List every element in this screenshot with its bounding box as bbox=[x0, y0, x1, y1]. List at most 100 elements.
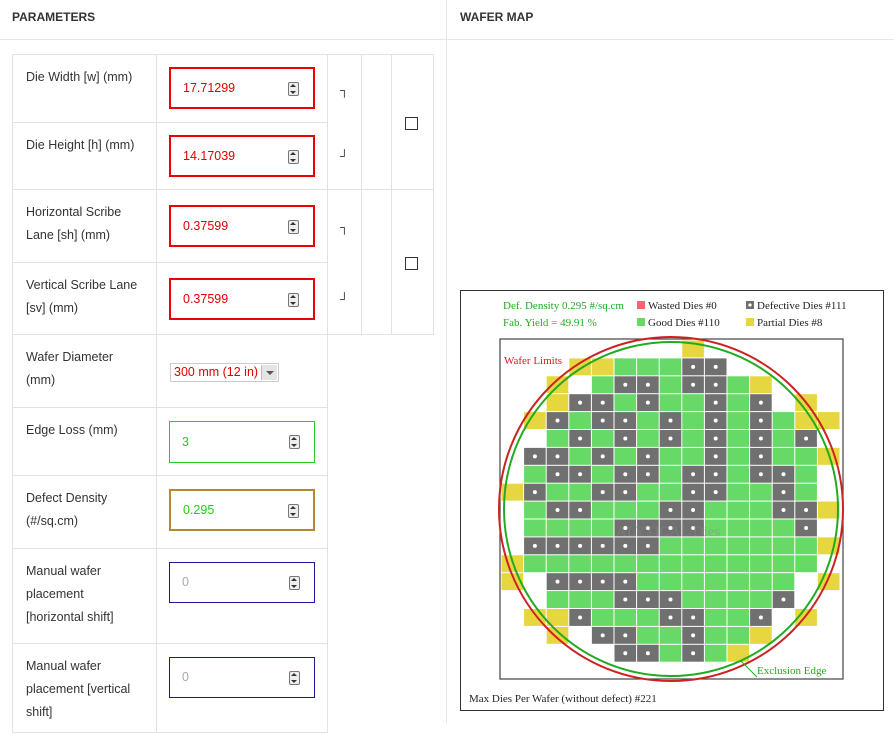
die-cell bbox=[637, 430, 659, 447]
defect-dot bbox=[623, 597, 628, 602]
die-cell bbox=[637, 483, 659, 501]
die-cell bbox=[637, 358, 659, 376]
h-scribe-input[interactable]: 0.37599 bbox=[169, 205, 315, 247]
defect-dot bbox=[532, 490, 537, 495]
v-scribe-spinner-icon[interactable] bbox=[288, 293, 299, 307]
die-cell bbox=[727, 591, 750, 608]
shift-v-spinner-icon[interactable] bbox=[289, 671, 300, 685]
die-cell bbox=[750, 483, 772, 501]
die-cell bbox=[659, 447, 682, 465]
defect-dot bbox=[713, 364, 718, 369]
defect-dot bbox=[600, 543, 605, 548]
die-cell bbox=[614, 609, 637, 626]
die-cell bbox=[546, 483, 569, 501]
parameters-header: PARAMETERS bbox=[0, 0, 446, 40]
die-cell bbox=[704, 537, 727, 555]
defect-density-spinner-icon[interactable] bbox=[288, 504, 299, 518]
defect-dot bbox=[555, 508, 560, 513]
die-cell bbox=[682, 430, 704, 447]
defect-dot bbox=[804, 525, 809, 530]
die-cell bbox=[704, 591, 727, 608]
defect-dot bbox=[713, 400, 718, 405]
die-cell bbox=[591, 501, 614, 519]
die-cell bbox=[659, 465, 682, 483]
v-scribe-cell: 0.37599 bbox=[156, 262, 328, 335]
die-width-value: 17.71299 bbox=[183, 81, 236, 95]
die-cell bbox=[727, 412, 750, 429]
die-cell bbox=[569, 519, 591, 537]
h-scribe-spinner-icon[interactable] bbox=[288, 220, 299, 234]
die-cell bbox=[704, 519, 727, 537]
edge-loss-input[interactable]: 3 bbox=[169, 421, 315, 463]
edge-loss-spinner-icon[interactable] bbox=[289, 435, 300, 449]
die-cell bbox=[614, 447, 637, 465]
v-scribe-input[interactable]: 0.37599 bbox=[169, 278, 315, 320]
die-cell bbox=[546, 555, 569, 573]
defect-dot bbox=[623, 472, 628, 477]
die-width-spinner-icon[interactable] bbox=[288, 82, 299, 96]
fab-yield-text: Fab. Yield = 49.91 % bbox=[503, 317, 597, 329]
bracket-bottom-icon: ┘ bbox=[340, 149, 349, 163]
defect-density-label: Defect Density (#/sq.cm) bbox=[12, 475, 157, 549]
defect-density-input[interactable]: 0.295 bbox=[169, 489, 315, 531]
die-cell bbox=[727, 376, 750, 394]
die-cell bbox=[591, 609, 614, 626]
die-cell bbox=[750, 573, 772, 591]
chevron-down-icon[interactable] bbox=[261, 365, 278, 380]
shift-v-value: 0 bbox=[182, 670, 189, 684]
die-cell bbox=[704, 644, 727, 662]
defect-dot bbox=[668, 615, 673, 620]
defect-dot bbox=[578, 436, 583, 441]
die-cell bbox=[614, 555, 637, 573]
wafer-map-panel: ALYTICAL Dies Def. Density 0.295 #/sq.cm… bbox=[460, 290, 884, 711]
defect-dot bbox=[713, 472, 718, 477]
scribe-link-checkbox[interactable] bbox=[405, 257, 418, 270]
die-cell bbox=[750, 591, 772, 608]
v-scribe-value: 0.37599 bbox=[183, 292, 229, 306]
defect-dot bbox=[555, 472, 560, 477]
die-height-spinner-icon[interactable] bbox=[288, 150, 299, 164]
legend-wasted-swatch bbox=[637, 301, 645, 309]
shift-h-spinner-icon[interactable] bbox=[289, 576, 300, 590]
defect-dot bbox=[555, 543, 560, 548]
die-cell bbox=[591, 430, 614, 447]
legend-partial-swatch bbox=[746, 318, 754, 326]
die-cell bbox=[682, 394, 704, 412]
defect-dot bbox=[781, 508, 786, 513]
die-cell bbox=[659, 394, 682, 412]
die-cell bbox=[659, 376, 682, 394]
die-cell bbox=[524, 519, 546, 537]
shift-h-label: Manual wafer placement [horizontal shift… bbox=[12, 548, 157, 644]
defect-dot bbox=[645, 597, 650, 602]
defect-dot bbox=[691, 472, 696, 477]
die-cell bbox=[750, 555, 772, 573]
die-cell bbox=[772, 412, 795, 429]
die-cell bbox=[817, 537, 840, 555]
exclusion-edge-circle bbox=[503, 341, 839, 677]
defect-dot bbox=[713, 490, 718, 495]
die-width-input[interactable]: 17.71299 bbox=[169, 67, 315, 109]
die-cell bbox=[795, 483, 817, 501]
shift-v-input[interactable]: 0 bbox=[169, 657, 315, 698]
edge-loss-label: Edge Loss (mm) bbox=[12, 407, 157, 476]
defect-dot bbox=[578, 508, 583, 513]
die-height-input[interactable]: 14.17039 bbox=[169, 135, 315, 177]
die-cell bbox=[637, 626, 659, 644]
wafer-limits-label: Wafer Limits bbox=[504, 355, 562, 367]
defect-dot bbox=[600, 400, 605, 405]
shift-h-input[interactable]: 0 bbox=[169, 562, 315, 603]
defect-dot bbox=[645, 472, 650, 477]
defect-dot bbox=[600, 418, 605, 423]
defect-dot bbox=[532, 454, 537, 459]
die-height-label: Die Height [h] (mm) bbox=[12, 122, 157, 190]
shift-v-cell: 0 bbox=[156, 643, 328, 733]
die-cell bbox=[659, 573, 682, 591]
defect-dot bbox=[623, 382, 628, 387]
h-scribe-value: 0.37599 bbox=[183, 219, 229, 233]
die-cell bbox=[546, 519, 569, 537]
wafer-diameter-select[interactable]: 300 mm (12 in) bbox=[170, 363, 280, 382]
die-link-checkbox[interactable] bbox=[405, 117, 418, 130]
die-width-label: Die Width [w] (mm) bbox=[12, 54, 157, 123]
die-cell bbox=[591, 376, 614, 394]
die-cell bbox=[591, 465, 614, 483]
